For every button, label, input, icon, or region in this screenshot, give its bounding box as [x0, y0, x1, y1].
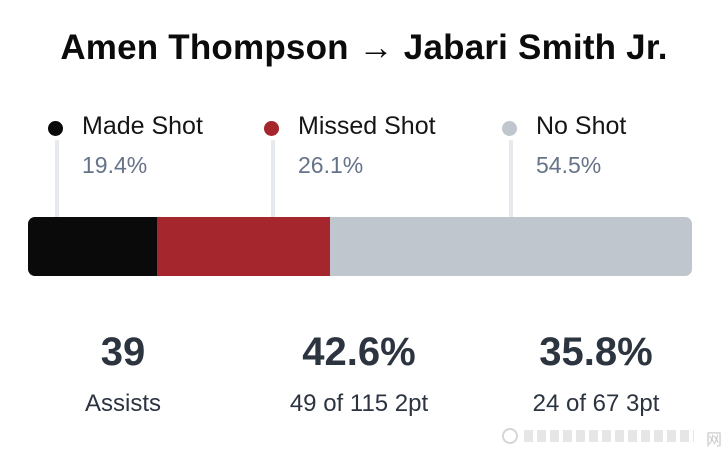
legend-leader-noshot: [509, 140, 513, 230]
legend-label-missed: Missed Shot: [298, 112, 436, 140]
chart-title: Amen Thompson → Jabari Smith Jr.: [60, 28, 668, 67]
stat-assists-label: Assists: [84, 390, 161, 417]
legend-swatch-missed: [264, 121, 279, 136]
stat-2pt-label: 49 of 115 2pt: [289, 390, 429, 417]
legend-pct-missed: 26.1%: [298, 152, 364, 178]
legend-label-noshot: No Shot: [536, 112, 627, 140]
watermark: 网: [502, 426, 722, 449]
bar-segment-made-shot: [28, 217, 157, 276]
legend-label-made: Made Shot: [82, 112, 203, 140]
bar-segment-missed-shot: [156, 217, 331, 276]
legend-swatch-noshot: [502, 121, 517, 136]
stat-3pt-label: 24 of 67 3pt: [532, 390, 660, 417]
stat-3pt: 35.8% 24 of 67 3pt: [481, 326, 711, 418]
legend-pct-noshot: 54.5%: [536, 152, 602, 178]
stat-assists: 39 Assists: [8, 326, 238, 418]
legend-swatch-made: [48, 121, 63, 136]
stat-2pt: 42.6% 49 of 115 2pt: [244, 326, 474, 418]
legend-pct-made: 19.4%: [82, 152, 148, 178]
legend-leader-missed: [271, 140, 275, 230]
stat-3pt-value: 35.8%: [539, 330, 653, 374]
stat-assists-value: 39: [100, 330, 146, 374]
watermark-glyph-icon: 网: [705, 432, 722, 449]
bar-segment-no-shot: [330, 217, 692, 276]
legend-leader-made: [55, 140, 59, 230]
watermark-logo-icon: [502, 428, 518, 444]
watermark-text: [524, 430, 694, 442]
stacked-bar: [28, 217, 692, 276]
stat-2pt-value: 42.6%: [302, 330, 416, 374]
